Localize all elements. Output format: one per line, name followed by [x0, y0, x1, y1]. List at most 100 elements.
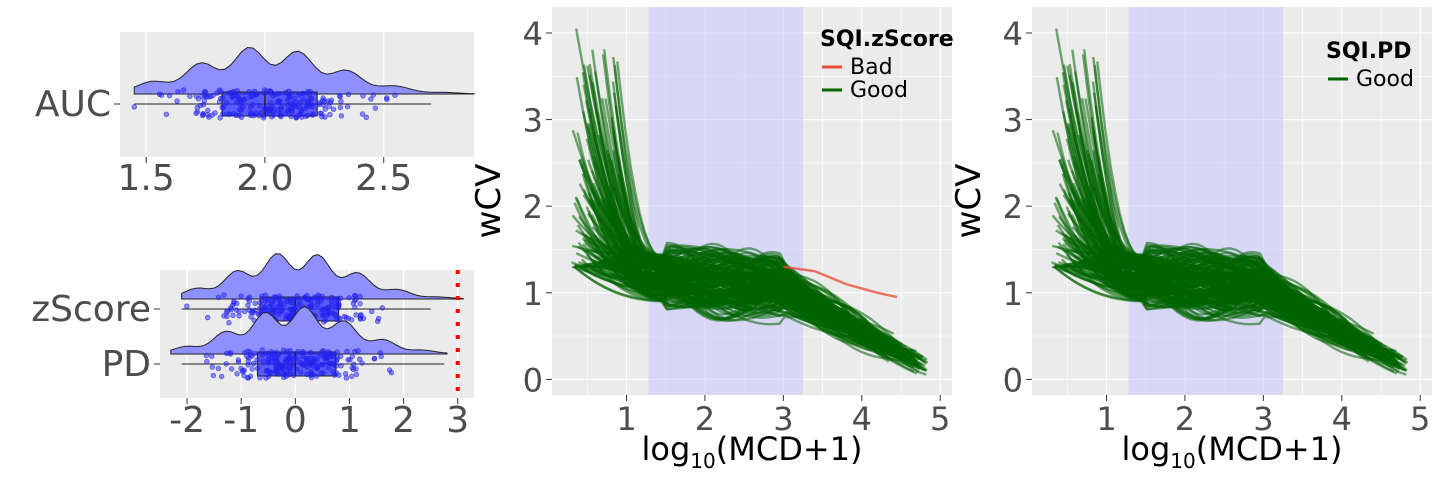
shaded-region	[648, 7, 803, 395]
point	[368, 96, 374, 102]
y-tick-label: 0	[523, 361, 543, 399]
point	[249, 353, 255, 359]
x-tick-label: -1	[223, 400, 259, 441]
point	[338, 98, 344, 105]
point	[315, 292, 321, 298]
point	[221, 292, 227, 298]
bad-curve	[783, 265, 898, 299]
point	[284, 348, 290, 355]
point	[250, 102, 256, 108]
point	[257, 300, 263, 306]
point	[297, 369, 304, 375]
point	[307, 88, 313, 95]
point	[265, 357, 272, 364]
point	[223, 309, 230, 315]
point	[193, 93, 199, 99]
point	[321, 98, 328, 104]
point	[249, 308, 256, 315]
point	[327, 99, 334, 106]
point	[248, 314, 254, 320]
point	[289, 109, 295, 115]
point	[242, 308, 248, 315]
good-curve	[574, 263, 841, 314]
point	[174, 98, 180, 104]
point	[359, 111, 366, 117]
point	[260, 115, 267, 121]
point	[158, 92, 165, 98]
point	[218, 88, 224, 94]
point	[204, 358, 210, 365]
point	[355, 348, 361, 354]
y-tick-label: 1	[523, 275, 543, 313]
point	[267, 100, 274, 106]
category-label: zScore	[31, 289, 151, 330]
point	[296, 105, 303, 111]
line-panel-wcv_zscore: 1 2 3 4 501234log10(MCD+1)wCVSQI.zScoreBadGo…	[469, 7, 954, 473]
violin-zScore	[181, 253, 464, 300]
point	[245, 302, 251, 308]
point	[228, 366, 235, 372]
y-tick-label: 3	[523, 102, 543, 140]
point	[209, 364, 216, 370]
point	[310, 103, 316, 110]
point	[338, 353, 344, 360]
point	[319, 349, 325, 355]
point	[295, 348, 301, 355]
y-tick-label: 4	[523, 15, 543, 53]
point	[163, 111, 170, 118]
point	[200, 110, 206, 117]
point	[282, 111, 288, 117]
point	[245, 358, 251, 364]
point	[283, 312, 289, 318]
point	[225, 111, 232, 117]
point	[337, 104, 344, 111]
point	[328, 298, 335, 304]
point	[262, 305, 268, 312]
point	[245, 295, 251, 302]
point	[374, 318, 381, 324]
point	[272, 309, 279, 315]
point	[275, 351, 282, 358]
point	[293, 114, 300, 120]
point	[278, 113, 284, 120]
good-curve	[613, 65, 915, 369]
point	[337, 295, 344, 302]
point	[338, 113, 345, 119]
point	[255, 365, 261, 372]
point	[269, 350, 275, 357]
x-tick-label: 2.5	[355, 158, 412, 199]
legend-title: SQI.PD	[1326, 39, 1411, 64]
point	[218, 373, 225, 380]
point	[277, 98, 283, 105]
violin-PD	[170, 306, 448, 355]
point	[285, 357, 292, 363]
point	[275, 91, 282, 97]
point	[296, 91, 302, 98]
point	[318, 370, 325, 376]
point	[223, 100, 230, 106]
point	[304, 296, 311, 303]
point	[351, 298, 358, 304]
point	[290, 307, 296, 314]
point	[180, 87, 187, 93]
point	[234, 370, 240, 377]
point	[257, 305, 263, 312]
point	[238, 114, 245, 120]
point	[320, 312, 326, 319]
point	[258, 110, 264, 116]
point	[216, 99, 223, 105]
x-tick-label: 2.0	[236, 158, 293, 199]
point	[301, 362, 308, 368]
point	[392, 92, 398, 99]
point	[299, 353, 306, 360]
point	[317, 100, 323, 106]
point	[289, 362, 295, 368]
x-tick-label: 5	[1410, 400, 1430, 438]
y-tick-label: 1	[1003, 275, 1023, 313]
point	[353, 312, 359, 318]
point	[270, 108, 276, 114]
point	[193, 110, 199, 117]
x-tick-label: 2	[392, 400, 415, 441]
point	[238, 293, 244, 299]
